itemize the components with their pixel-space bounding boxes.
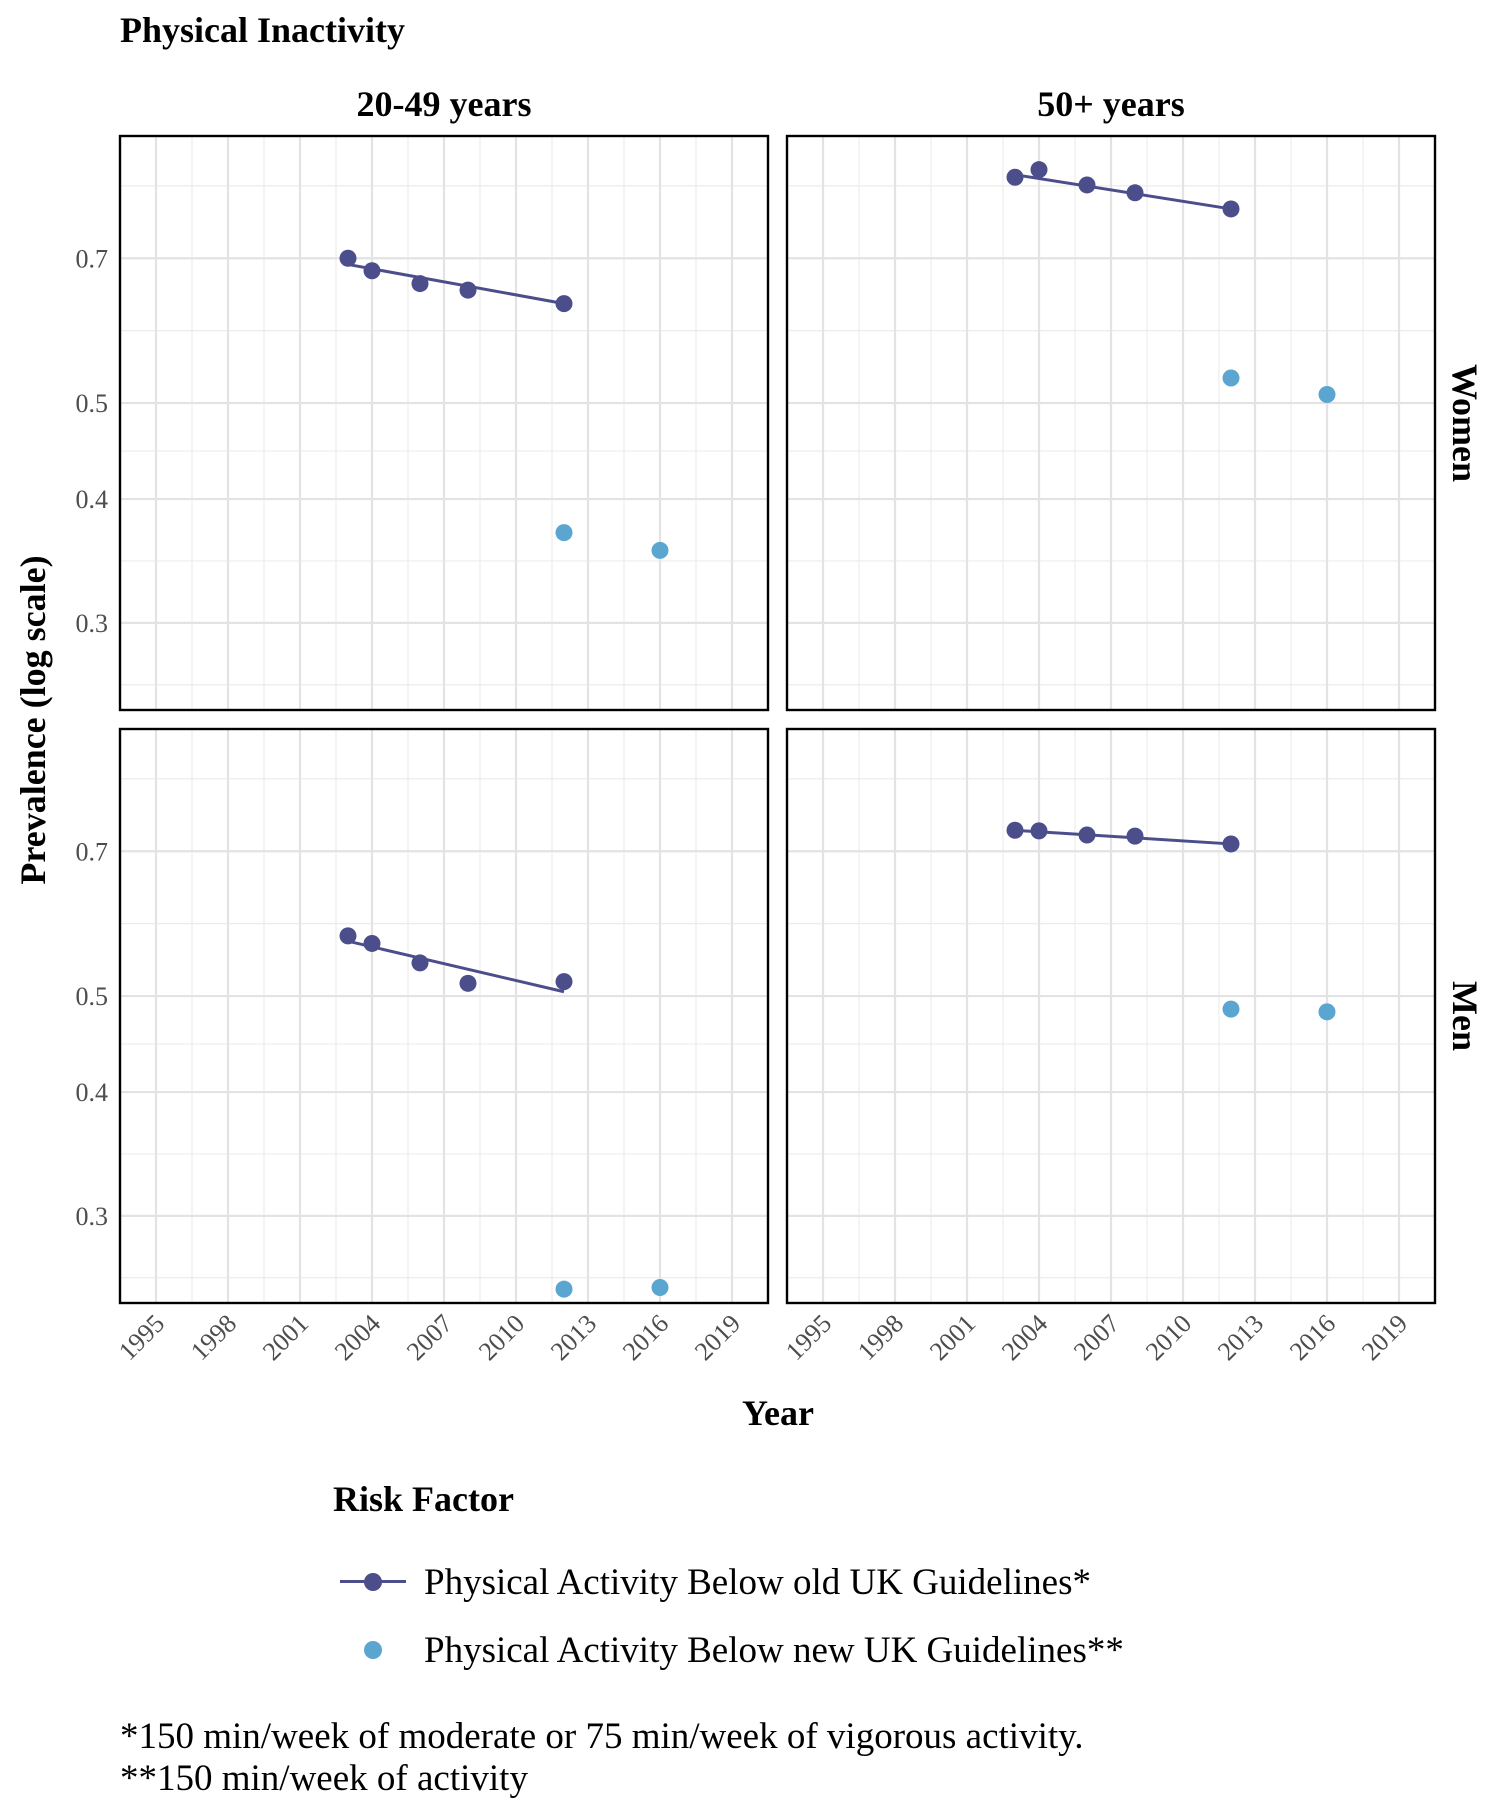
data-point [651, 1278, 669, 1296]
x-tick-label: 2016 [617, 1309, 674, 1366]
chart-title: Physical Inactivity [120, 10, 405, 50]
data-point [555, 1280, 573, 1298]
legend-item-old-guidelines: Physical Activity Below old UK Guideline… [340, 1554, 1091, 1610]
data-point [363, 262, 381, 280]
x-tick-label: 2004 [996, 1309, 1053, 1366]
panel-border [785, 727, 1437, 1305]
panel-border [118, 134, 770, 712]
data-point [1222, 200, 1240, 218]
y-tick-label: 0.7 [76, 244, 109, 273]
y-tick-label: 0.3 [76, 609, 109, 638]
x-tick-label: 1998 [185, 1309, 242, 1366]
x-tick-label: 1995 [780, 1309, 837, 1366]
data-point [555, 295, 573, 313]
y-tick-label: 0.5 [76, 982, 109, 1011]
x-tick-label: 2001 [924, 1309, 981, 1366]
panel-border [118, 727, 770, 1305]
y-tick-label: 0.5 [76, 389, 109, 418]
y-tick-label: 0.3 [76, 1202, 109, 1231]
panel-20-49-years-women: 20-49 years 0.3 0.4 0.5 0.7 [76, 84, 770, 712]
data-point [339, 249, 357, 267]
data-point [459, 974, 477, 992]
panel-border [785, 134, 1437, 712]
panel-50-years-women: 50+ years Women [785, 84, 1485, 712]
y-tick-label: 0.4 [76, 485, 109, 514]
data-point [1318, 386, 1336, 404]
y-tick-label: 0.7 [76, 837, 109, 866]
row-strip-label: Women [1445, 364, 1485, 482]
legend-key-line-dot [340, 1562, 406, 1602]
data-point [339, 927, 357, 945]
data-point [1006, 168, 1024, 186]
x-tick-label: 1998 [852, 1309, 909, 1366]
column-strip-label: 50+ years [1037, 84, 1184, 124]
panel-20-49-years-men: 0.3 0.4 0.5 0.7 1995 1998 2001 2004 2007 2010 2013… [76, 727, 770, 1366]
legend-title: Risk Factor [333, 1479, 514, 1519]
y-tick-label: 0.4 [76, 1078, 109, 1107]
data-point [1222, 1000, 1240, 1018]
data-point [1126, 827, 1144, 845]
legend-label-old: Physical Activity Below old UK Guideline… [424, 1561, 1091, 1603]
x-tick-label: 2019 [689, 1309, 746, 1366]
x-tick-label: 2013 [545, 1309, 602, 1366]
data-point [459, 281, 477, 299]
trend-line [1014, 173, 1232, 211]
x-tick-label: 2019 [1356, 1309, 1413, 1366]
panels-layer: 20-49 years 0.3 0.4 0.5 0.7 50+ years Women 0.3… [76, 84, 1486, 1366]
data-point [363, 934, 381, 952]
data-point [555, 973, 573, 991]
data-point [1222, 369, 1240, 387]
x-tick-label: 2007 [401, 1309, 458, 1366]
x-tick-label: 2007 [1068, 1309, 1125, 1366]
data-point [411, 275, 429, 293]
x-tick-label: 2004 [329, 1309, 386, 1366]
x-tick-label: 1995 [113, 1309, 170, 1366]
x-tick-label: 2010 [473, 1309, 530, 1366]
y-axis-title: Prevalence (log scale) [13, 555, 53, 884]
legend-key-dot [340, 1630, 406, 1670]
data-point [1126, 184, 1144, 202]
trend-line [347, 262, 565, 306]
data-point [651, 541, 669, 559]
data-point [411, 954, 429, 972]
x-tick-label: 2001 [257, 1309, 314, 1366]
data-point [1030, 822, 1048, 840]
trend-line [1014, 828, 1232, 846]
data-point [1006, 821, 1024, 839]
x-tick-label: 2013 [1212, 1309, 1269, 1366]
column-strip-label: 20-49 years [357, 84, 532, 124]
x-tick-label: 2016 [1284, 1309, 1341, 1366]
trend-line [347, 939, 565, 994]
data-point [1318, 1003, 1336, 1021]
panel-50-years-men: Men 1995 1998 2001 2004 2007 2010 2013 2016 2019 [780, 727, 1485, 1366]
footnote-1: *150 min/week of moderate or 75 min/week… [120, 1716, 1084, 1757]
data-point [1030, 161, 1048, 179]
legend-item-new-guidelines: Physical Activity Below new UK Guideline… [340, 1622, 1124, 1678]
row-strip-label: Men [1445, 981, 1485, 1051]
data-point [1078, 826, 1096, 844]
data-point [1078, 176, 1096, 194]
x-tick-label: 2010 [1140, 1309, 1197, 1366]
legend-label-new: Physical Activity Below new UK Guideline… [424, 1629, 1124, 1671]
x-axis-title: Year [742, 1393, 814, 1433]
footnote-2: **150 min/week of activity [120, 1758, 528, 1799]
data-point [1222, 835, 1240, 853]
data-point [555, 524, 573, 542]
